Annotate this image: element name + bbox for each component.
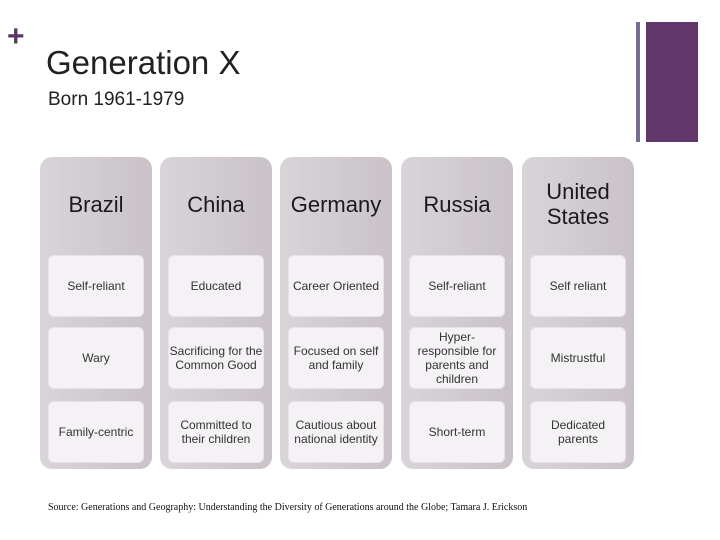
- trait-cell: Family-centric: [48, 401, 144, 463]
- accent-bar-thin: [636, 22, 640, 142]
- country-header: Russia: [423, 191, 491, 217]
- trait-cell: Self reliant: [530, 255, 626, 317]
- source-citation: Source: Generations and Geography: Under…: [48, 502, 528, 513]
- trait-cell: Cautious about national identity: [288, 401, 384, 463]
- trait-cell: Self-reliant: [409, 255, 505, 317]
- trait-cell: Hyper-responsible for parents and childr…: [409, 327, 505, 389]
- country-column-germany: Germany Career Oriented Focused on self …: [280, 157, 392, 469]
- country-header: Brazil: [68, 191, 124, 217]
- trait-cell: Career Oriented: [288, 255, 384, 317]
- trait-cell: Educated: [168, 255, 264, 317]
- trait-cell: Sacrificing for the Common Good: [168, 327, 264, 389]
- country-header: China: [187, 191, 245, 217]
- trait-cell: Dedicated parents: [530, 401, 626, 463]
- trait-cell: Committed to their children: [168, 401, 264, 463]
- plus-icon: +: [7, 20, 25, 53]
- trait-cell: Self-reliant: [48, 255, 144, 317]
- slide-subtitle: Born 1961-1979: [48, 89, 185, 110]
- trait-cell: Focused on self and family: [288, 327, 384, 389]
- trait-cell: Short-term: [409, 401, 505, 463]
- accent-bar-thick: [646, 22, 698, 142]
- country-header: United States: [546, 179, 610, 229]
- slide-title: Generation X: [46, 44, 241, 81]
- country-column-china: China Educated Sacrificing for the Commo…: [160, 157, 272, 469]
- country-column-russia: Russia Self-reliant Hyper-responsible fo…: [401, 157, 513, 469]
- trait-cell: Wary: [48, 327, 144, 389]
- country-column-united-states: United States Self reliant Mistrustful D…: [522, 157, 634, 469]
- country-header: Germany: [290, 191, 382, 217]
- trait-cell: Mistrustful: [530, 327, 626, 389]
- country-column-brazil: Brazil Self-reliant Wary Family-centric: [40, 157, 152, 469]
